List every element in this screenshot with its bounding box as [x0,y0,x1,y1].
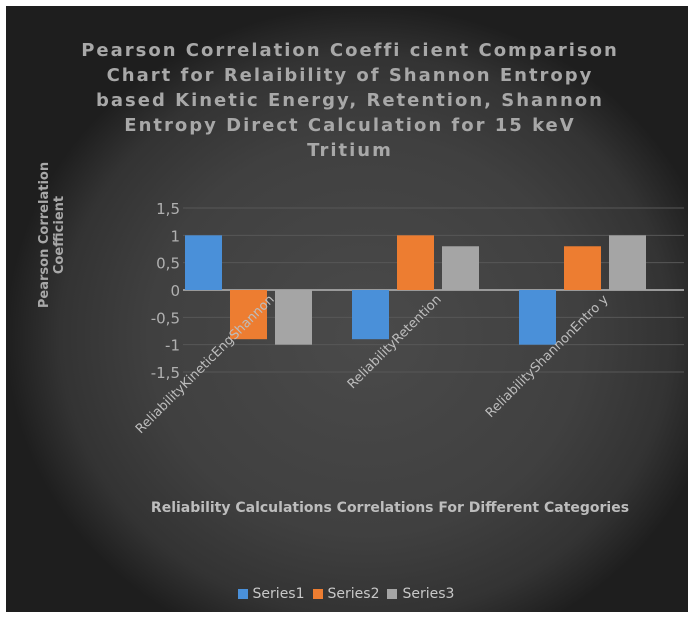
bar [397,235,434,290]
legend-label: Series1 [252,586,305,602]
chart-background [6,6,688,612]
legend-label: Series3 [402,586,455,602]
legend-item: Series3 [387,586,454,602]
chart-title: Pearson Correlation Coeffi cient Compari… [81,40,619,161]
legend-swatch [312,589,323,599]
legend-label: Series2 [327,586,380,602]
bar [609,235,646,290]
bar [442,246,479,290]
x-axis-label: Reliability Calculations Correlations Fo… [150,500,630,516]
legend-item: Series2 [312,586,380,602]
legend-swatch [237,589,248,599]
bar [352,290,389,340]
y-tick-label: 1 [170,227,180,245]
legend-item: Series1 [237,586,305,602]
y-tick-label: 1,5 [156,200,180,218]
bar [230,290,267,340]
y-tick-label: -0,5 [151,309,180,327]
y-tick-label: -1 [165,337,180,355]
bar [519,290,556,345]
bar [185,235,222,290]
bar [564,246,601,290]
bar [275,290,312,345]
y-tick-label: 0 [170,282,180,300]
y-tick-label: 0,5 [156,255,180,273]
legend-swatch [387,589,398,599]
legend: Series1 Series2 Series3 [0,586,692,602]
y-tick-label: -1,5 [151,364,180,382]
